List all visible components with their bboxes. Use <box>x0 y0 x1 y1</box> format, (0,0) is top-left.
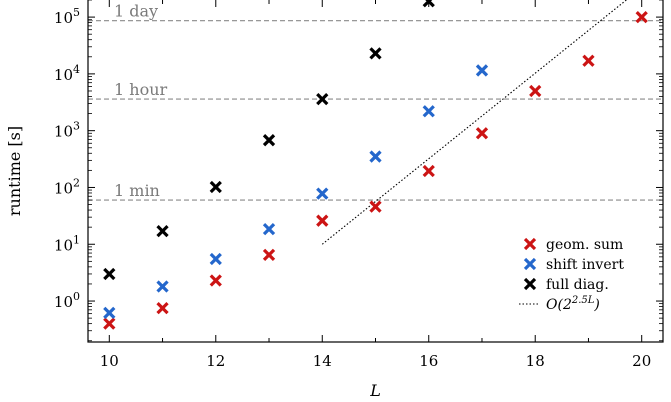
marker-stroke <box>422 164 435 178</box>
marker-stroke <box>475 127 489 140</box>
marker-stroke <box>635 10 648 24</box>
legend-marker <box>523 257 537 271</box>
marker-stroke <box>156 302 169 315</box>
marker-stroke <box>369 200 382 213</box>
marker-0-7 <box>475 127 489 140</box>
marker-stroke <box>582 54 595 67</box>
marker-0-1 <box>156 302 169 315</box>
marker-2-1 <box>156 225 169 238</box>
marker-2-2 <box>209 180 222 194</box>
legend-marker <box>523 237 537 251</box>
legend-marker <box>523 277 537 291</box>
y-tick-label-5: 105 <box>54 6 80 27</box>
x-axis-label: L <box>369 381 381 400</box>
reference-lines: 1 day 1 hour 1 min <box>88 2 663 201</box>
marker-1-4 <box>316 187 329 200</box>
reference-label-1: 1 hour <box>114 80 168 99</box>
marker-stroke <box>369 47 382 60</box>
y-tick-label-4: 104 <box>54 63 80 84</box>
marker-stroke <box>103 317 116 330</box>
marker-0-3 <box>262 248 276 262</box>
marker-1-2 <box>209 252 222 266</box>
marker-1-3 <box>262 222 276 236</box>
marker-0-2 <box>209 274 222 287</box>
marker-1-6 <box>422 105 435 118</box>
legend-label-fit: O(22.5L) <box>546 295 600 313</box>
marker-stroke <box>422 105 435 118</box>
legend-item-1: shift invert <box>523 257 624 273</box>
x-tick-label-5: 20 <box>632 352 651 370</box>
marker-stroke <box>209 274 222 287</box>
legend-item-fit: O(22.5L) <box>519 295 600 313</box>
marker-stroke <box>209 180 222 194</box>
x-tick-label-2: 14 <box>313 352 332 370</box>
marker-stroke <box>316 214 329 227</box>
marker-2-3 <box>262 134 276 147</box>
x-tick-label-4: 18 <box>526 352 545 370</box>
marker-2-4 <box>316 92 329 106</box>
marker-stroke <box>475 64 489 77</box>
y-tick-label-0: 100 <box>54 290 80 311</box>
marker-stroke <box>316 187 329 200</box>
reference-label-2: 1 min <box>114 181 160 200</box>
y-axis-label: runtime [s] <box>5 126 24 216</box>
marker-stroke <box>156 225 169 238</box>
marker-2-0 <box>103 267 116 281</box>
marker-stroke <box>103 267 116 281</box>
marker-stroke <box>262 248 276 262</box>
marker-stroke <box>262 134 276 147</box>
marker-0-4 <box>316 214 329 227</box>
x-tick-label-3: 16 <box>419 352 438 370</box>
reference-label-0: 1 day <box>114 2 158 21</box>
marker-stroke <box>529 84 542 98</box>
marker-0-9 <box>582 54 595 67</box>
marker-stroke <box>103 306 116 319</box>
marker-stroke <box>369 150 382 163</box>
fit-line-layer <box>321 0 628 245</box>
y-tick-label-2: 102 <box>54 176 80 197</box>
marker-stroke <box>209 252 222 266</box>
x-tick-label-1: 12 <box>206 352 225 370</box>
marker-stroke <box>156 280 169 293</box>
marker-1-0 <box>103 306 116 319</box>
data-markers <box>103 0 648 330</box>
marker-0-0 <box>103 317 116 330</box>
marker-1-7 <box>475 64 489 77</box>
legend: geom. sum shift invert full diag. O(22.5L) <box>519 237 624 313</box>
marker-0-5 <box>369 200 382 213</box>
marker-stroke <box>262 222 276 236</box>
legend-item-0: geom. sum <box>523 237 623 253</box>
y-tick-label-3: 103 <box>54 120 80 141</box>
marker-1-5 <box>369 150 382 163</box>
marker-0-10 <box>635 10 648 24</box>
marker-0-6 <box>422 164 435 178</box>
legend-label-1: shift invert <box>546 257 624 273</box>
legend-item-2: full diag. <box>523 277 609 293</box>
marker-stroke <box>316 92 329 106</box>
legend-label-2: full diag. <box>546 277 609 293</box>
legend-label-0: geom. sum <box>546 237 623 253</box>
marker-0-8 <box>529 84 542 98</box>
marker-1-1 <box>156 280 169 293</box>
y-tick-label-1: 101 <box>54 233 80 254</box>
fit-line <box>321 0 628 245</box>
marker-2-5 <box>369 47 382 60</box>
x-tick-label-0: 10 <box>100 352 119 370</box>
axis-ticks: 10 12 14 16 18 20 100 101 102 103 104 105 <box>54 0 663 370</box>
